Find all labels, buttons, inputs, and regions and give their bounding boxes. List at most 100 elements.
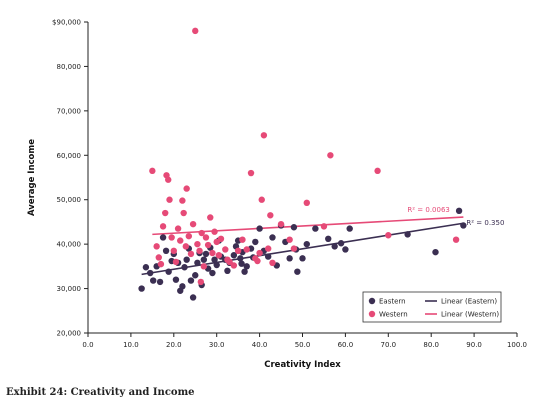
point-western [187, 250, 195, 258]
point-eastern [243, 263, 250, 270]
legend-western-label: Western [379, 311, 408, 319]
point-eastern [159, 234, 167, 241]
point-eastern [209, 269, 216, 277]
point-eastern [325, 235, 332, 243]
point-eastern [202, 250, 210, 258]
point-western [303, 199, 310, 207]
legend-box [362, 291, 502, 323]
axes: 0.0 10.0 20.0 30.0 40.0 50.0 60.0 70.0 80.0 90.0 1… [27, 19, 527, 371]
point-western [153, 243, 160, 250]
r2-labels: R² = 0.350 R² = 0.0063 [407, 206, 504, 227]
point-eastern [156, 278, 164, 286]
point-eastern [337, 240, 345, 247]
point-eastern [165, 268, 172, 275]
point-western [327, 152, 334, 159]
point-western [149, 167, 156, 175]
point-eastern [162, 247, 170, 255]
x-tick-label: 0.0 [82, 341, 93, 349]
point-western [267, 212, 274, 219]
point-eastern [187, 277, 195, 284]
point-western [243, 246, 250, 253]
point-western [179, 197, 186, 204]
point-eastern [460, 222, 467, 229]
point-western [254, 257, 261, 265]
point-eastern [252, 238, 259, 246]
point-eastern [147, 269, 154, 277]
point-eastern [342, 246, 349, 253]
r2-label-eastern: R² = 0.350 [466, 219, 504, 227]
point-eastern [264, 253, 272, 260]
point-eastern [238, 260, 245, 267]
point-western [170, 247, 177, 255]
point-western [215, 252, 223, 259]
legend-western-swatch [368, 310, 376, 318]
point-western [260, 132, 268, 139]
point-eastern [256, 225, 263, 232]
point-western [256, 249, 263, 257]
point-eastern [303, 240, 310, 248]
x-tick-label: 90.0 [466, 341, 482, 349]
point-western [286, 236, 293, 243]
point-western [217, 235, 225, 243]
y-tick-label: 50,000 [57, 196, 82, 204]
point-western [180, 209, 187, 217]
point-eastern [194, 259, 201, 267]
point-western [222, 246, 229, 253]
y-axis-title: Average Income [27, 139, 37, 216]
x-tick-label: 10.0 [123, 341, 139, 349]
legend-eastern-label: Eastern [379, 298, 406, 306]
point-eastern [183, 256, 190, 263]
x-tick-label: 80.0 [423, 341, 439, 349]
point-eastern [192, 272, 199, 279]
point-western [192, 27, 199, 35]
x-tick-label: 30.0 [209, 341, 225, 349]
trendline-eastern [141, 222, 464, 276]
point-western [166, 196, 173, 203]
point-western [155, 254, 162, 261]
point-eastern [237, 255, 244, 262]
point-western [258, 196, 265, 203]
x-axis-title: Creativity Index [264, 360, 341, 370]
point-western [196, 247, 203, 255]
point-eastern [213, 261, 220, 269]
point-western [177, 237, 184, 244]
point-western [452, 236, 460, 243]
x-tick-label: 50.0 [295, 341, 311, 349]
point-western [182, 243, 190, 250]
point-eastern [269, 234, 276, 241]
point-western [159, 223, 167, 230]
x-tick-label: 40.0 [252, 341, 268, 349]
r2-label-western: R² = 0.0063 [407, 206, 449, 214]
point-western [277, 220, 285, 228]
y-tick-label: 20,000 [57, 330, 82, 338]
point-eastern [189, 294, 197, 301]
point-western [374, 167, 381, 175]
point-eastern [346, 225, 353, 232]
point-western [204, 241, 212, 249]
x-tick-label: 60.0 [338, 341, 354, 349]
point-western [385, 232, 392, 239]
point-western [183, 185, 190, 192]
point-western [224, 256, 231, 263]
point-western [269, 259, 276, 267]
point-eastern [404, 231, 411, 238]
point-eastern [211, 256, 218, 263]
point-western [320, 223, 328, 230]
point-western [194, 240, 201, 248]
point-eastern [294, 268, 301, 275]
point-western [247, 169, 255, 177]
point-eastern [290, 224, 298, 231]
point-eastern [181, 264, 188, 271]
point-western [197, 278, 205, 286]
x-tick-label: 100.0 [507, 341, 527, 349]
scatter-chart: 0.0 10.0 20.0 30.0 40.0 50.0 60.0 70.0 80.0 90.0 1… [27, 19, 527, 371]
y-tick-label: 80,000 [57, 63, 82, 71]
point-western [157, 260, 165, 268]
exhibit-caption: Exhibit 24: Creativity and Income [6, 387, 195, 398]
point-western [168, 234, 175, 241]
point-western [234, 247, 242, 255]
point-eastern [200, 256, 208, 263]
point-eastern [172, 276, 180, 283]
point-western [189, 220, 197, 228]
point-eastern [179, 283, 186, 290]
